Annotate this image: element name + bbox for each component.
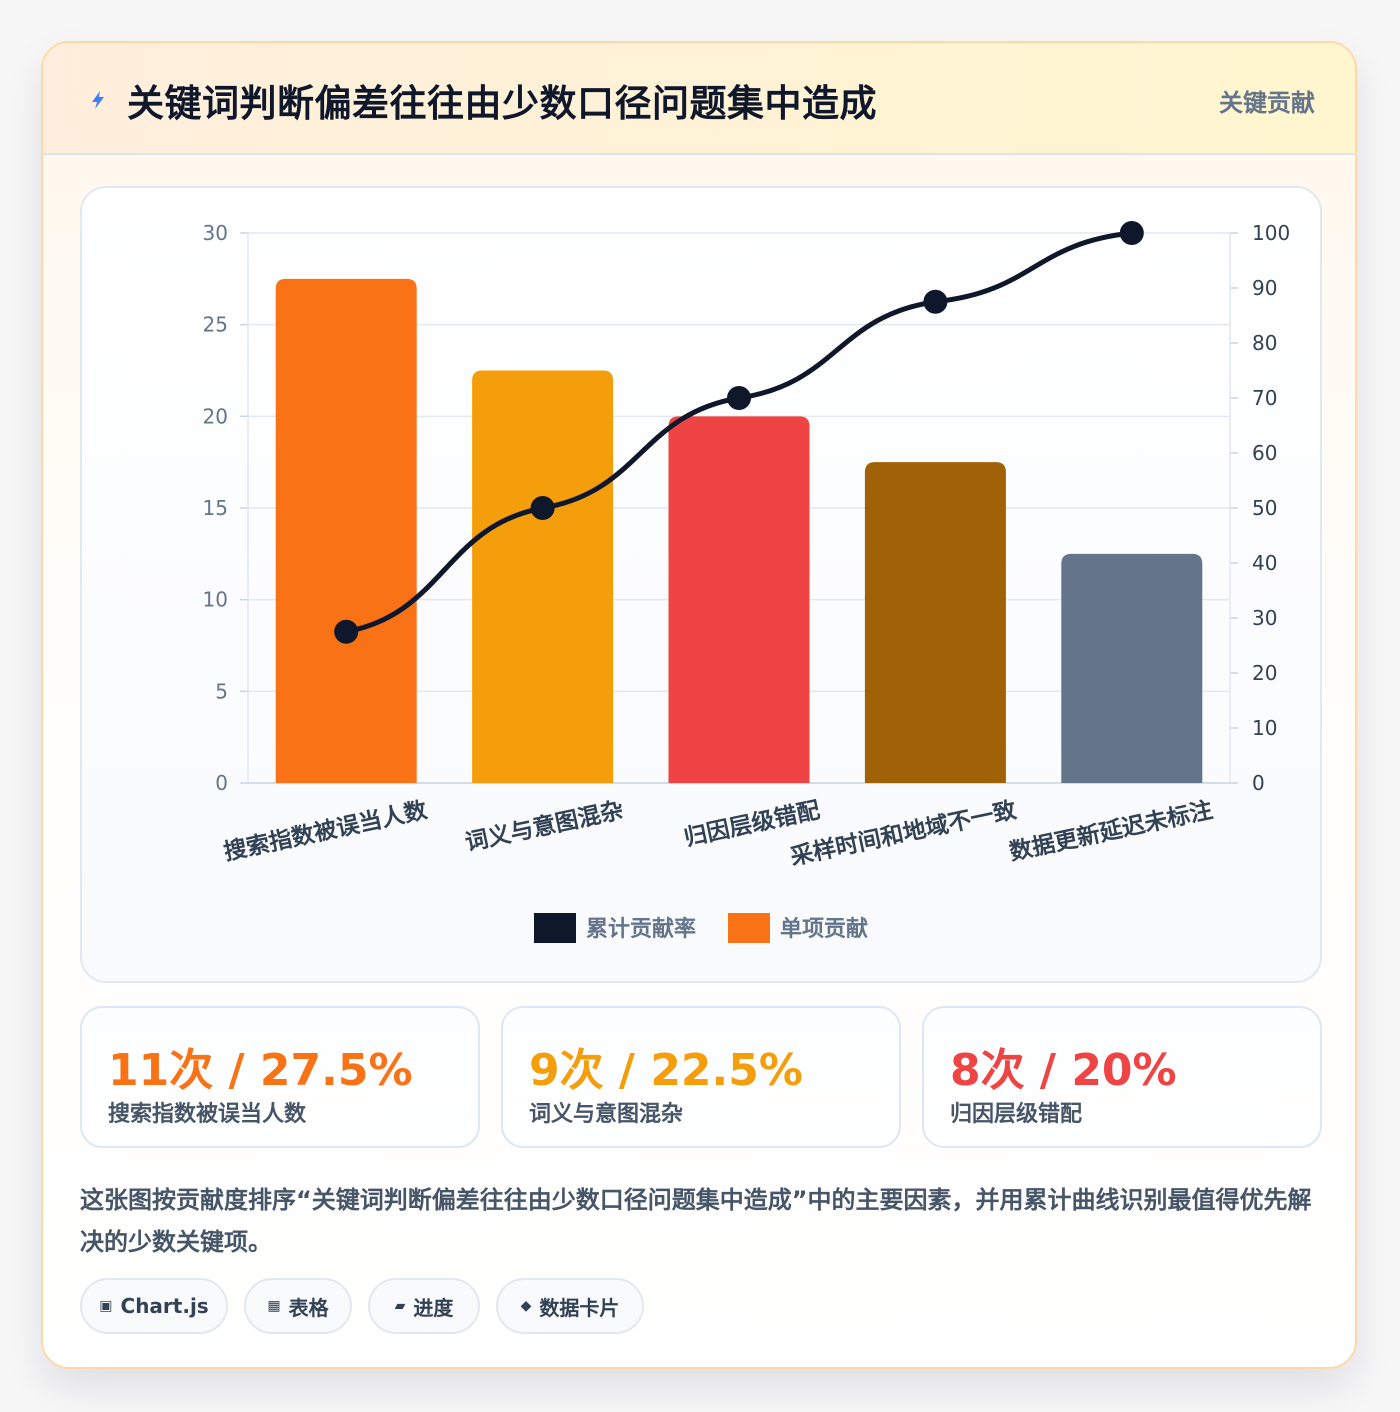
x-tick-label: 词义与意图混杂 xyxy=(463,796,626,856)
card-header: 关键词判断偏差往往由少数口径问题集中造成 关键贡献 xyxy=(43,43,1355,155)
y-right-tick-label: 50 xyxy=(1252,496,1277,520)
chip-chartjs[interactable]: ▣ Chart.js xyxy=(80,1278,228,1334)
stat-label: 搜索指数被误当人数 xyxy=(108,1102,307,1127)
y-left-tick-label: 20 xyxy=(203,404,228,428)
x-tick-label: 数据更新延迟未标注 xyxy=(1007,796,1215,865)
legend-label: 单项贡献 xyxy=(780,916,868,942)
bar xyxy=(472,370,614,783)
card-icon: ◆ xyxy=(520,1298,532,1314)
y-right-tick-label: 20 xyxy=(1252,661,1277,685)
stat-label: 归因层级错配 xyxy=(950,1102,1083,1127)
bar xyxy=(668,416,810,783)
progress-icon: ▰ xyxy=(394,1298,406,1314)
y-left-tick-label: 30 xyxy=(203,221,228,245)
stat-value: 8次 / 20% xyxy=(950,1045,1177,1096)
bolt-icon xyxy=(92,91,104,109)
y-right-tick-label: 10 xyxy=(1252,716,1277,740)
y-right-tick-label: 0 xyxy=(1252,771,1265,795)
page-title: 关键词判断偏差往往由少数口径问题集中造成 xyxy=(127,82,877,125)
y-right-tick-label: 100 xyxy=(1252,221,1290,245)
chart-icon: ▣ xyxy=(99,1298,113,1314)
stat-value: 9次 / 22.5% xyxy=(529,1045,803,1096)
chip-label: 表格 xyxy=(288,1295,329,1320)
stat-card-3: 8次 / 20% 归因层级错配 xyxy=(922,1006,1322,1148)
chart-panel: 0 5 10 15 20 25 30 0 10 20 30 40 50 60 70 80 90 100 搜索指数被误… xyxy=(80,186,1322,983)
legend-swatch xyxy=(534,913,576,943)
cumulative-point xyxy=(530,496,555,520)
legend-label: 累计贡献率 xyxy=(586,916,696,942)
y-right-tick-label: 90 xyxy=(1252,276,1277,300)
bar xyxy=(275,278,417,783)
legend-swatch xyxy=(728,913,770,943)
bar xyxy=(1061,553,1203,783)
stat-label: 词义与意图混杂 xyxy=(529,1102,684,1127)
stat-card-1: 11次 / 27.5% 搜索指数被误当人数 xyxy=(80,1006,480,1148)
chip-label: 进度 xyxy=(413,1295,454,1320)
table-icon: ▦ xyxy=(267,1298,281,1314)
bar xyxy=(864,462,1006,783)
chip-table[interactable]: ▦ 表格 xyxy=(244,1278,352,1334)
chart-description: 这张图按贡献度排序“关键词判断偏差往往由少数口径问题集中造成”中的主要因素，并用… xyxy=(80,1186,1312,1256)
report-card: 关键词判断偏差往往由少数口径问题集中造成 关键贡献 0 5 10 15 20 25 30 0 1… xyxy=(41,41,1357,1369)
y-right-tick-label: 80 xyxy=(1252,331,1277,355)
chip-progress[interactable]: ▰ 进度 xyxy=(368,1278,480,1334)
header-tag: 关键贡献 xyxy=(1219,89,1315,117)
y-left-tick-label: 15 xyxy=(203,496,228,520)
x-tick-label: 采样时间和地域不一致 xyxy=(788,796,1020,870)
stat-cards: 11次 / 27.5% 搜索指数被误当人数 9次 / 22.5% 词义与意图混杂… xyxy=(80,1006,1322,1148)
y-left-tick-label: 0 xyxy=(215,771,228,795)
x-tick-label: 搜索指数被误当人数 xyxy=(222,797,431,866)
y-right-tick-label: 70 xyxy=(1252,386,1277,410)
y-right-tick-label: 30 xyxy=(1252,606,1277,630)
y-right-tick-label: 60 xyxy=(1252,441,1277,465)
stat-value: 11次 / 27.5% xyxy=(108,1045,413,1096)
cumulative-point xyxy=(1119,221,1144,245)
cumulative-point xyxy=(727,386,751,410)
y-left-tick-label: 5 xyxy=(215,679,228,703)
cumulative-point xyxy=(334,619,359,644)
y-left-tick-label: 25 xyxy=(203,313,228,337)
y-right-tick-label: 40 xyxy=(1252,551,1277,575)
stat-card-2: 9次 / 22.5% 词义与意图混杂 xyxy=(501,1006,901,1148)
pareto-chart: 0 5 10 15 20 25 30 0 10 20 30 40 50 60 70 80 90 100 搜索指数被误… xyxy=(203,221,1290,943)
chip-label: Chart.js xyxy=(120,1294,209,1318)
chip-data-card[interactable]: ◆ 数据卡片 xyxy=(496,1278,644,1334)
y-left-tick-label: 10 xyxy=(203,588,228,612)
chip-label: 数据卡片 xyxy=(539,1295,620,1320)
cumulative-point xyxy=(923,289,948,314)
